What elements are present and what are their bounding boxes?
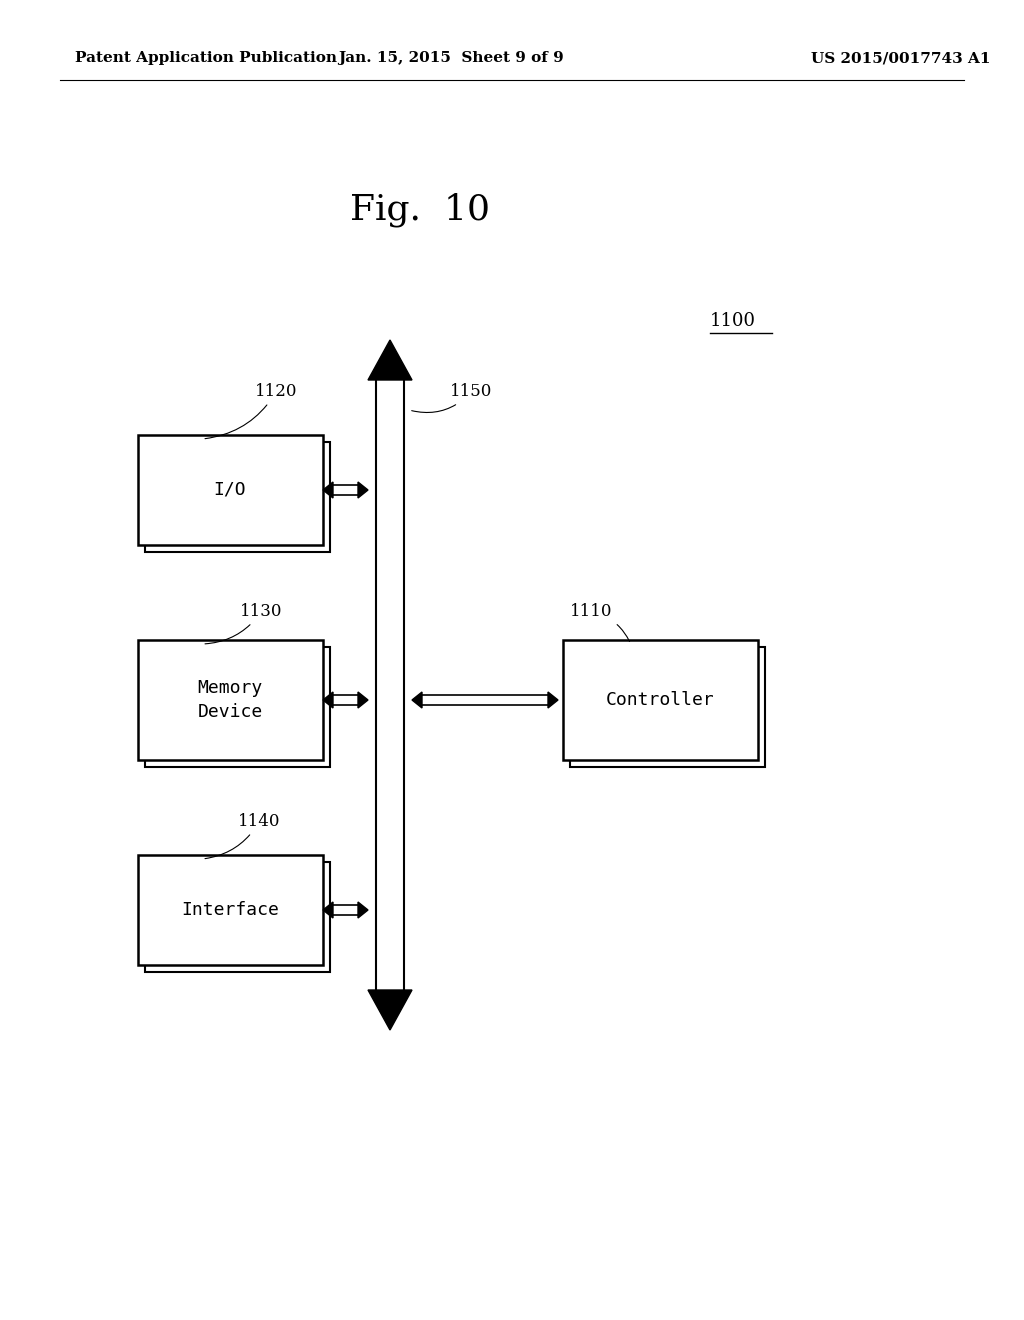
Text: Memory
Device: Memory Device xyxy=(198,680,262,721)
Text: Patent Application Publication: Patent Application Publication xyxy=(75,51,337,65)
Text: US 2015/0017743 A1: US 2015/0017743 A1 xyxy=(811,51,991,65)
Text: I/O: I/O xyxy=(214,480,247,499)
Text: 1130: 1130 xyxy=(205,603,283,644)
Text: Fig.  10: Fig. 10 xyxy=(350,193,489,227)
Polygon shape xyxy=(368,341,412,380)
Text: Interface: Interface xyxy=(181,902,279,919)
Polygon shape xyxy=(358,482,368,498)
Polygon shape xyxy=(323,482,333,498)
Text: Jan. 15, 2015  Sheet 9 of 9: Jan. 15, 2015 Sheet 9 of 9 xyxy=(338,51,563,65)
Bar xyxy=(137,436,323,545)
Text: 1120: 1120 xyxy=(205,383,298,438)
Bar xyxy=(569,647,765,767)
Polygon shape xyxy=(323,902,333,917)
Bar xyxy=(137,855,323,965)
Bar xyxy=(333,906,358,915)
Bar xyxy=(137,640,323,760)
Text: Controller: Controller xyxy=(605,690,715,709)
Bar xyxy=(376,380,404,990)
Text: 1100: 1100 xyxy=(710,312,756,330)
Text: 1150: 1150 xyxy=(412,384,493,412)
Bar xyxy=(333,484,358,495)
Polygon shape xyxy=(358,902,368,917)
Bar xyxy=(333,696,358,705)
Polygon shape xyxy=(358,692,368,708)
Polygon shape xyxy=(323,692,333,708)
Polygon shape xyxy=(548,692,558,708)
Polygon shape xyxy=(368,990,412,1030)
Text: 1140: 1140 xyxy=(205,813,281,858)
Bar xyxy=(562,640,758,760)
Bar xyxy=(144,862,330,972)
Bar xyxy=(422,696,548,705)
Bar xyxy=(144,442,330,552)
Text: 1110: 1110 xyxy=(570,603,630,642)
Polygon shape xyxy=(412,692,422,708)
Bar xyxy=(144,647,330,767)
